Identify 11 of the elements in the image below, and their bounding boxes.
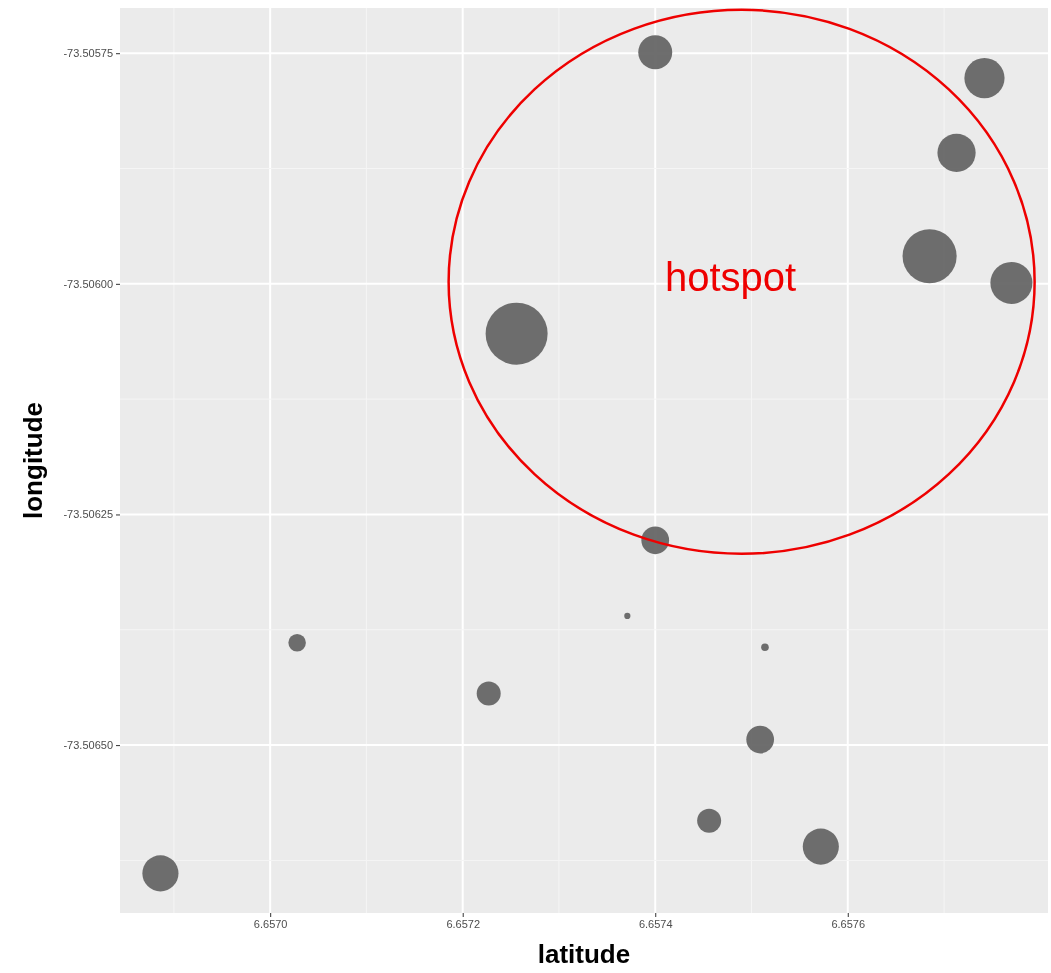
y-tick-label: -73.50625 xyxy=(63,508,113,521)
y-tick-label: -73.50575 xyxy=(63,47,113,60)
y-tick-label: -73.50600 xyxy=(63,277,113,290)
y-tick-label: -73.50650 xyxy=(63,739,113,752)
x-axis-title: latitude xyxy=(537,939,631,969)
y-axis-title: longitude xyxy=(18,402,48,519)
x-tick-label: 6.6574 xyxy=(638,917,673,930)
x-tick-label: 6.6576 xyxy=(831,917,866,930)
x-tick-label: 6.6572 xyxy=(446,917,481,930)
x-tick-label: 6.6570 xyxy=(253,917,288,930)
annotation: hotspot xyxy=(665,254,797,299)
